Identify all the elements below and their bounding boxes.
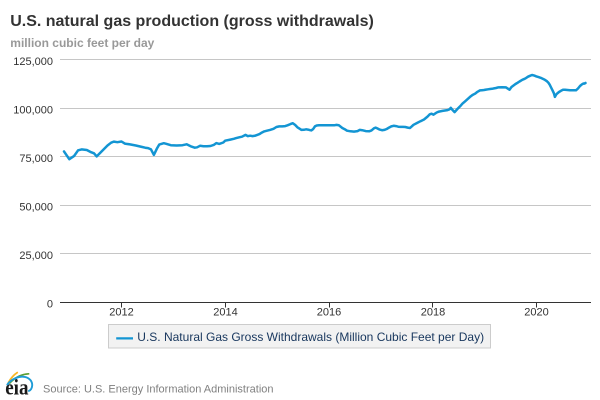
svg-text:0: 0 [47, 299, 53, 311]
svg-text:Source: U.S. Energy Informatio: Source: U.S. Energy Information Administ… [43, 384, 274, 396]
svg-text:U.S. Natural Gas Gross Withdra: U.S. Natural Gas Gross Withdrawals (Mill… [137, 330, 484, 344]
svg-text:75,000: 75,000 [19, 153, 53, 165]
svg-text:2020: 2020 [524, 307, 548, 319]
svg-text:2012: 2012 [109, 307, 133, 319]
svg-text:2014: 2014 [213, 307, 237, 319]
svg-text:million cubic feet per day: million cubic feet per day [10, 36, 154, 50]
svg-text:50,000: 50,000 [19, 202, 53, 214]
svg-text:U.S. natural gas production (g: U.S. natural gas production (gross withd… [10, 13, 374, 30]
svg-text:100,000: 100,000 [13, 104, 53, 116]
svg-text:2016: 2016 [317, 307, 341, 319]
svg-text:25,000: 25,000 [19, 250, 53, 262]
svg-text:2018: 2018 [421, 307, 445, 319]
svg-text:125,000: 125,000 [13, 56, 53, 68]
